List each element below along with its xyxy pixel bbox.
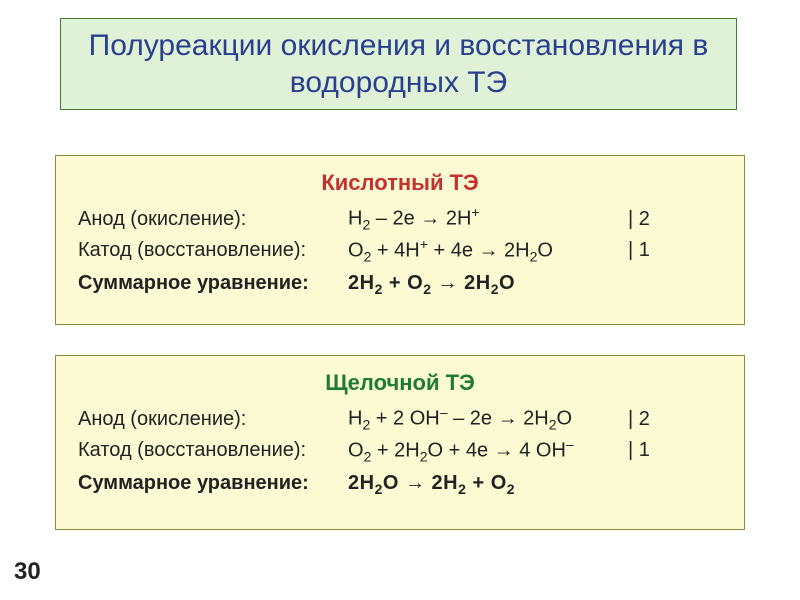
title-box: Полуреакции окисления и восстановления в… — [60, 18, 737, 110]
alkaline-cathode-label: Катод (восстановление): — [78, 439, 348, 462]
acid-cathode-label: Катод (восстановление): — [78, 239, 348, 262]
alkaline-anode-mult: | 2 — [628, 408, 688, 431]
alkaline-anode-eq: H2 + 2 OH– – 2e → 2H2O — [348, 404, 628, 433]
alkaline-panel: Щелочной ТЭ Анод (окисление): H2 + 2 OH–… — [55, 355, 745, 530]
acid-sum-label: Суммарное уравнение: — [78, 272, 348, 295]
slide-title: Полуреакции окисления и восстановления в… — [61, 27, 736, 102]
alkaline-heading: Щелочной ТЭ — [78, 370, 722, 396]
acid-cathode-eq: O2 + 4H+ + 4e → 2H2O — [348, 236, 628, 265]
alkaline-cathode-row: Катод (восстановление): O2 + 2H2O + 4e →… — [78, 436, 722, 465]
slide: Полуреакции окисления и восстановления в… — [0, 0, 800, 600]
page-number: 30 — [14, 558, 41, 586]
acid-anode-label: Анод (окисление): — [78, 208, 348, 231]
alkaline-sum-row: Суммарное уравнение: 2H2O → 2H2 + O2 — [78, 472, 722, 497]
alkaline-sum-eq: 2H2O → 2H2 + O2 — [348, 472, 628, 497]
acid-cathode-row: Катод (восстановление): O2 + 4H+ + 4e → … — [78, 236, 722, 265]
alkaline-cathode-eq: O2 + 2H2O + 4e → 4 OH– — [348, 436, 628, 465]
acid-sum-eq: 2H2 + O2 → 2H2O — [348, 272, 628, 297]
alkaline-anode-row: Анод (окисление): H2 + 2 OH– – 2e → 2H2O… — [78, 404, 722, 433]
alkaline-sum-label: Суммарное уравнение: — [78, 472, 348, 495]
acid-sum-row: Суммарное уравнение: 2H2 + O2 → 2H2O — [78, 272, 722, 297]
acid-panel: Кислотный ТЭ Анод (окисление): H2 – 2e →… — [55, 155, 745, 325]
acid-cathode-mult: | 1 — [628, 239, 688, 262]
alkaline-anode-label: Анод (окисление): — [78, 408, 348, 431]
acid-heading: Кислотный ТЭ — [78, 170, 722, 196]
alkaline-cathode-mult: | 1 — [628, 439, 688, 462]
acid-anode-row: Анод (окисление): H2 – 2e → 2H+ | 2 — [78, 204, 722, 233]
acid-anode-eq: H2 – 2e → 2H+ — [348, 204, 628, 233]
acid-anode-mult: | 2 — [628, 208, 688, 231]
